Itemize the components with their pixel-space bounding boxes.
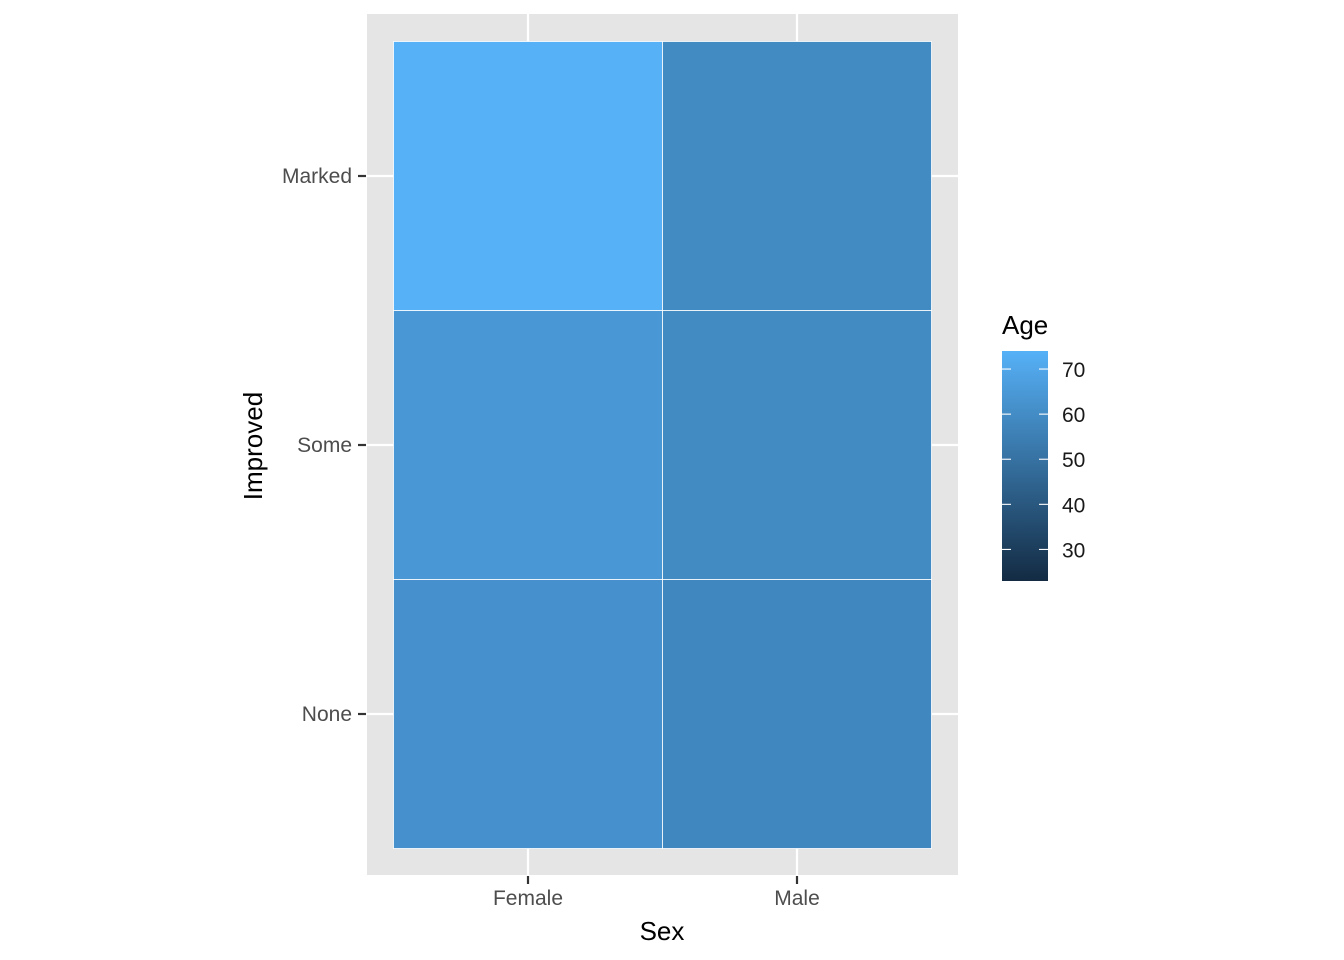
x-axis-title: Sex xyxy=(640,916,685,946)
legend-label-50: 50 xyxy=(1062,449,1085,472)
tile-male-marked xyxy=(662,41,932,311)
tile-male-none xyxy=(662,579,932,849)
legend-title: Age xyxy=(1002,310,1048,340)
x-tick-label-female: Female xyxy=(493,887,563,910)
y-tick-label-marked: Marked xyxy=(282,165,352,188)
legend-label-30: 30 xyxy=(1062,539,1085,562)
legend-label-40: 40 xyxy=(1062,494,1085,517)
tile-female-marked xyxy=(393,41,663,311)
legend-colorbar xyxy=(1002,351,1048,581)
x-tick-label-male: Male xyxy=(774,887,820,910)
heatmap-tiles xyxy=(393,41,932,849)
y-tick-label-some: Some xyxy=(297,434,352,457)
tile-female-none xyxy=(393,579,663,849)
legend-ticks: 30 40 50 60 70 xyxy=(1002,359,1085,562)
x-axis: Female Male xyxy=(493,876,820,910)
y-axis: None Some Marked xyxy=(282,165,366,726)
legend-label-70: 70 xyxy=(1062,359,1085,382)
tile-female-some xyxy=(393,310,663,580)
color-legend: Age 30 40 50 60 70 xyxy=(1002,310,1085,581)
y-axis-title: Improved xyxy=(238,392,268,500)
y-tick-label-none: None xyxy=(302,703,352,726)
legend-label-60: 60 xyxy=(1062,404,1085,427)
tile-male-some xyxy=(662,310,932,580)
